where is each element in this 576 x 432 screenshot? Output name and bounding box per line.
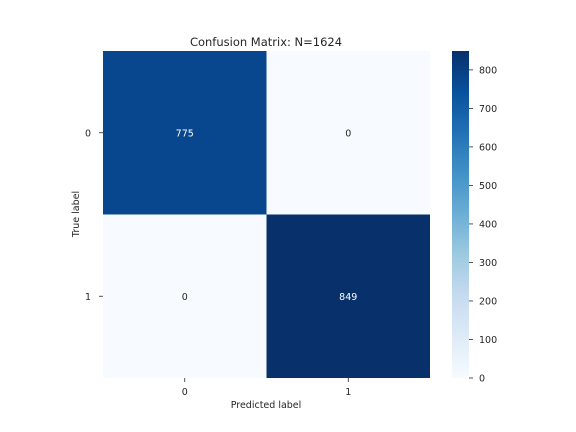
colorbar-tick-label: 400 <box>479 219 497 230</box>
heatmap-cell <box>266 214 430 378</box>
y-tick-label: 0 <box>85 128 91 139</box>
x-axis-label: Predicted label <box>231 400 302 411</box>
colorbar-tick-label: 300 <box>479 258 497 269</box>
colorbar-tick-label: 0 <box>479 374 485 385</box>
heatmap-cells: 775 0 0 849 <box>103 51 430 378</box>
y-axis-ticks: 01 <box>85 128 103 303</box>
colorbar-tick-label: 700 <box>479 104 497 115</box>
colorbar-tick-label: 100 <box>479 335 497 346</box>
chart-title: Confusion Matrix: N=1624 <box>190 35 342 49</box>
cell-value-label: 0 <box>345 128 351 139</box>
colorbar-tick-label: 500 <box>479 181 497 192</box>
colorbar-tick-label: 200 <box>479 296 497 307</box>
y-tick-label: 1 <box>85 292 91 303</box>
cell-value-label: 0 <box>182 292 188 303</box>
cell-value-label: 849 <box>339 292 357 303</box>
heatmap-cell <box>103 214 267 378</box>
colorbar-ticks: 0 100 200 300 400 500 600 700 800 <box>469 65 497 385</box>
x-tick-label: 1 <box>345 387 351 398</box>
colorbar <box>452 51 469 378</box>
y-axis-label: True label <box>71 191 82 238</box>
colorbar-tick-label: 600 <box>479 142 497 153</box>
x-tick-label: 0 <box>182 387 188 398</box>
heatmap-cell <box>103 51 267 215</box>
heatmap-cell <box>266 51 430 215</box>
colorbar-tick-label: 800 <box>479 65 497 76</box>
cell-value-label: 775 <box>176 128 194 139</box>
